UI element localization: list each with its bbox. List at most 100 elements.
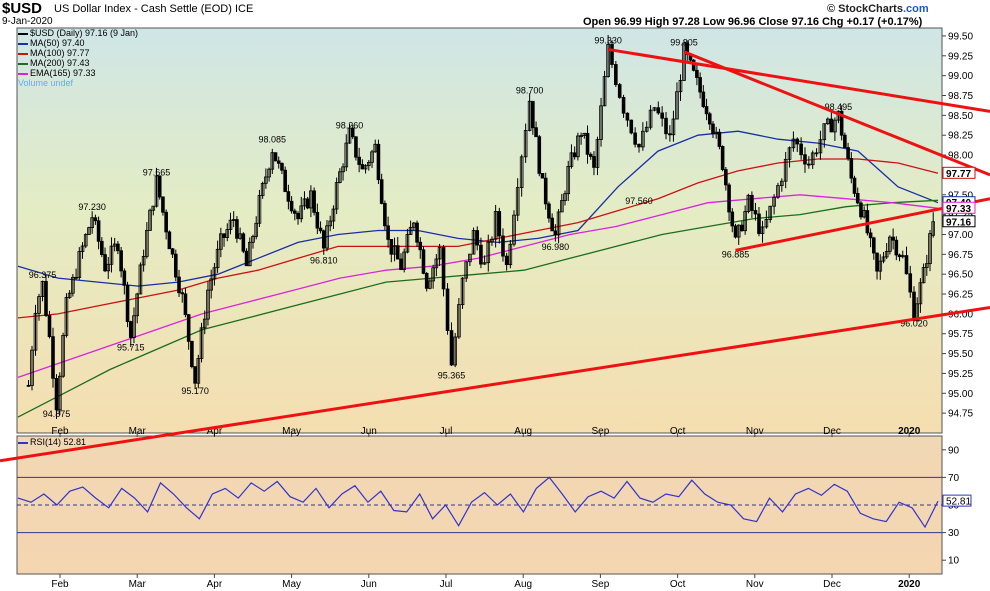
rsi-axis: 103050709052.81 bbox=[942, 445, 972, 567]
candle-body bbox=[921, 267, 926, 284]
candle-body bbox=[315, 211, 320, 229]
candle-body bbox=[807, 163, 811, 166]
candle-body bbox=[222, 233, 226, 238]
candle-body bbox=[30, 349, 34, 386]
rsi-line bbox=[17, 476, 939, 529]
candle-body bbox=[791, 138, 796, 149]
candle-body bbox=[334, 182, 339, 210]
candle-body bbox=[730, 211, 735, 227]
price-tick-label: 95.00 bbox=[948, 389, 973, 400]
candle-body bbox=[183, 293, 188, 316]
candle-body bbox=[664, 117, 668, 135]
candle-body bbox=[629, 119, 634, 134]
candle-body bbox=[818, 139, 823, 154]
price-tick-label: 98.50 bbox=[948, 111, 973, 122]
candle-body bbox=[354, 136, 358, 158]
candle-body bbox=[177, 276, 181, 294]
candle-body bbox=[90, 217, 94, 228]
candle-body bbox=[497, 211, 502, 237]
candle-body bbox=[614, 64, 618, 85]
candle-body bbox=[460, 277, 465, 306]
candle-body bbox=[44, 280, 48, 316]
price-tick-label: 99.25 bbox=[948, 51, 973, 62]
candle-body bbox=[132, 315, 136, 338]
candle-body bbox=[392, 245, 397, 255]
candle-body bbox=[839, 110, 844, 136]
index-name: US Dollar Index - Cash Settle (EOD) ICE bbox=[54, 3, 254, 15]
candle-body bbox=[437, 246, 442, 260]
candle-body bbox=[585, 132, 590, 155]
candle-body bbox=[799, 143, 803, 156]
candle-body bbox=[161, 196, 165, 213]
rsi-tick-label: 90 bbox=[948, 445, 960, 456]
legend-ema165: EMA(165) 97.33 bbox=[18, 68, 96, 78]
candle-body bbox=[58, 375, 62, 411]
candle-body bbox=[173, 253, 178, 278]
candle-body bbox=[360, 164, 365, 170]
candle-body bbox=[556, 211, 561, 236]
candle-body bbox=[305, 198, 310, 209]
candle-body bbox=[897, 254, 902, 258]
candle-body bbox=[695, 69, 699, 78]
candle-body bbox=[493, 211, 498, 240]
candle-body bbox=[219, 233, 223, 250]
candle-body bbox=[772, 196, 776, 207]
candle-body bbox=[569, 152, 574, 167]
month-label: Nov bbox=[746, 426, 764, 437]
candle-body bbox=[67, 292, 72, 298]
price-tick-label: 97.00 bbox=[948, 230, 973, 241]
candle-body bbox=[787, 147, 792, 160]
candle-body bbox=[846, 147, 850, 159]
candle-body bbox=[77, 251, 82, 278]
candle-body bbox=[231, 219, 236, 221]
rsi-tick-label: 10 bbox=[948, 556, 960, 567]
trendline-declining-resistance bbox=[683, 50, 990, 177]
candle-body bbox=[148, 209, 152, 231]
price-annotations: 96.375 94.875 97.230 95.715 97.665 95.170 98.0… bbox=[29, 35, 928, 419]
legend-swatch bbox=[18, 42, 28, 45]
candle-body bbox=[764, 219, 769, 228]
candle-body bbox=[740, 224, 744, 232]
candle-body bbox=[829, 118, 834, 133]
month-label: Jul bbox=[440, 579, 453, 590]
candle-body bbox=[479, 244, 483, 265]
candle-body bbox=[648, 109, 653, 128]
candle-body bbox=[633, 132, 637, 145]
month-axis: Feb Feb Mar Mar Apr Apr May May Jun Jun Jul Jul Aug A… bbox=[51, 426, 920, 590]
candle-body bbox=[592, 156, 596, 168]
candle-body bbox=[900, 255, 905, 258]
candle-body bbox=[579, 135, 583, 138]
value-box bbox=[942, 215, 976, 228]
candle-body bbox=[675, 91, 679, 120]
candle-body bbox=[576, 135, 580, 158]
candle-body bbox=[475, 230, 480, 246]
candle-body bbox=[412, 222, 416, 228]
candle-body bbox=[553, 230, 558, 236]
price-annotation: 97.560 bbox=[625, 196, 653, 206]
value-box bbox=[942, 201, 976, 214]
candle-body bbox=[405, 234, 410, 253]
legend-volume: Volume undef bbox=[18, 78, 74, 88]
candle-body bbox=[872, 237, 876, 254]
candle-body bbox=[344, 142, 349, 168]
month-label: 2020 bbox=[898, 426, 921, 437]
candle-body bbox=[515, 187, 520, 216]
candle-body bbox=[736, 224, 741, 238]
candle-body bbox=[103, 254, 107, 272]
candle-body bbox=[83, 234, 88, 247]
candle-body bbox=[251, 236, 255, 243]
candle-body bbox=[563, 193, 567, 202]
candle-body bbox=[931, 221, 935, 236]
candle-body bbox=[325, 225, 329, 249]
candle-body bbox=[852, 177, 857, 194]
candle-body bbox=[428, 280, 432, 289]
price-tick-label: 96.25 bbox=[948, 290, 973, 301]
candle-body bbox=[421, 249, 426, 274]
trendline-long-term-support bbox=[0, 306, 990, 463]
candle-body bbox=[190, 340, 194, 368]
candle-body bbox=[431, 267, 435, 282]
candle-body bbox=[486, 241, 491, 264]
candle-body bbox=[606, 44, 610, 77]
candle-body bbox=[199, 327, 204, 359]
month-label: Feb bbox=[51, 426, 69, 437]
